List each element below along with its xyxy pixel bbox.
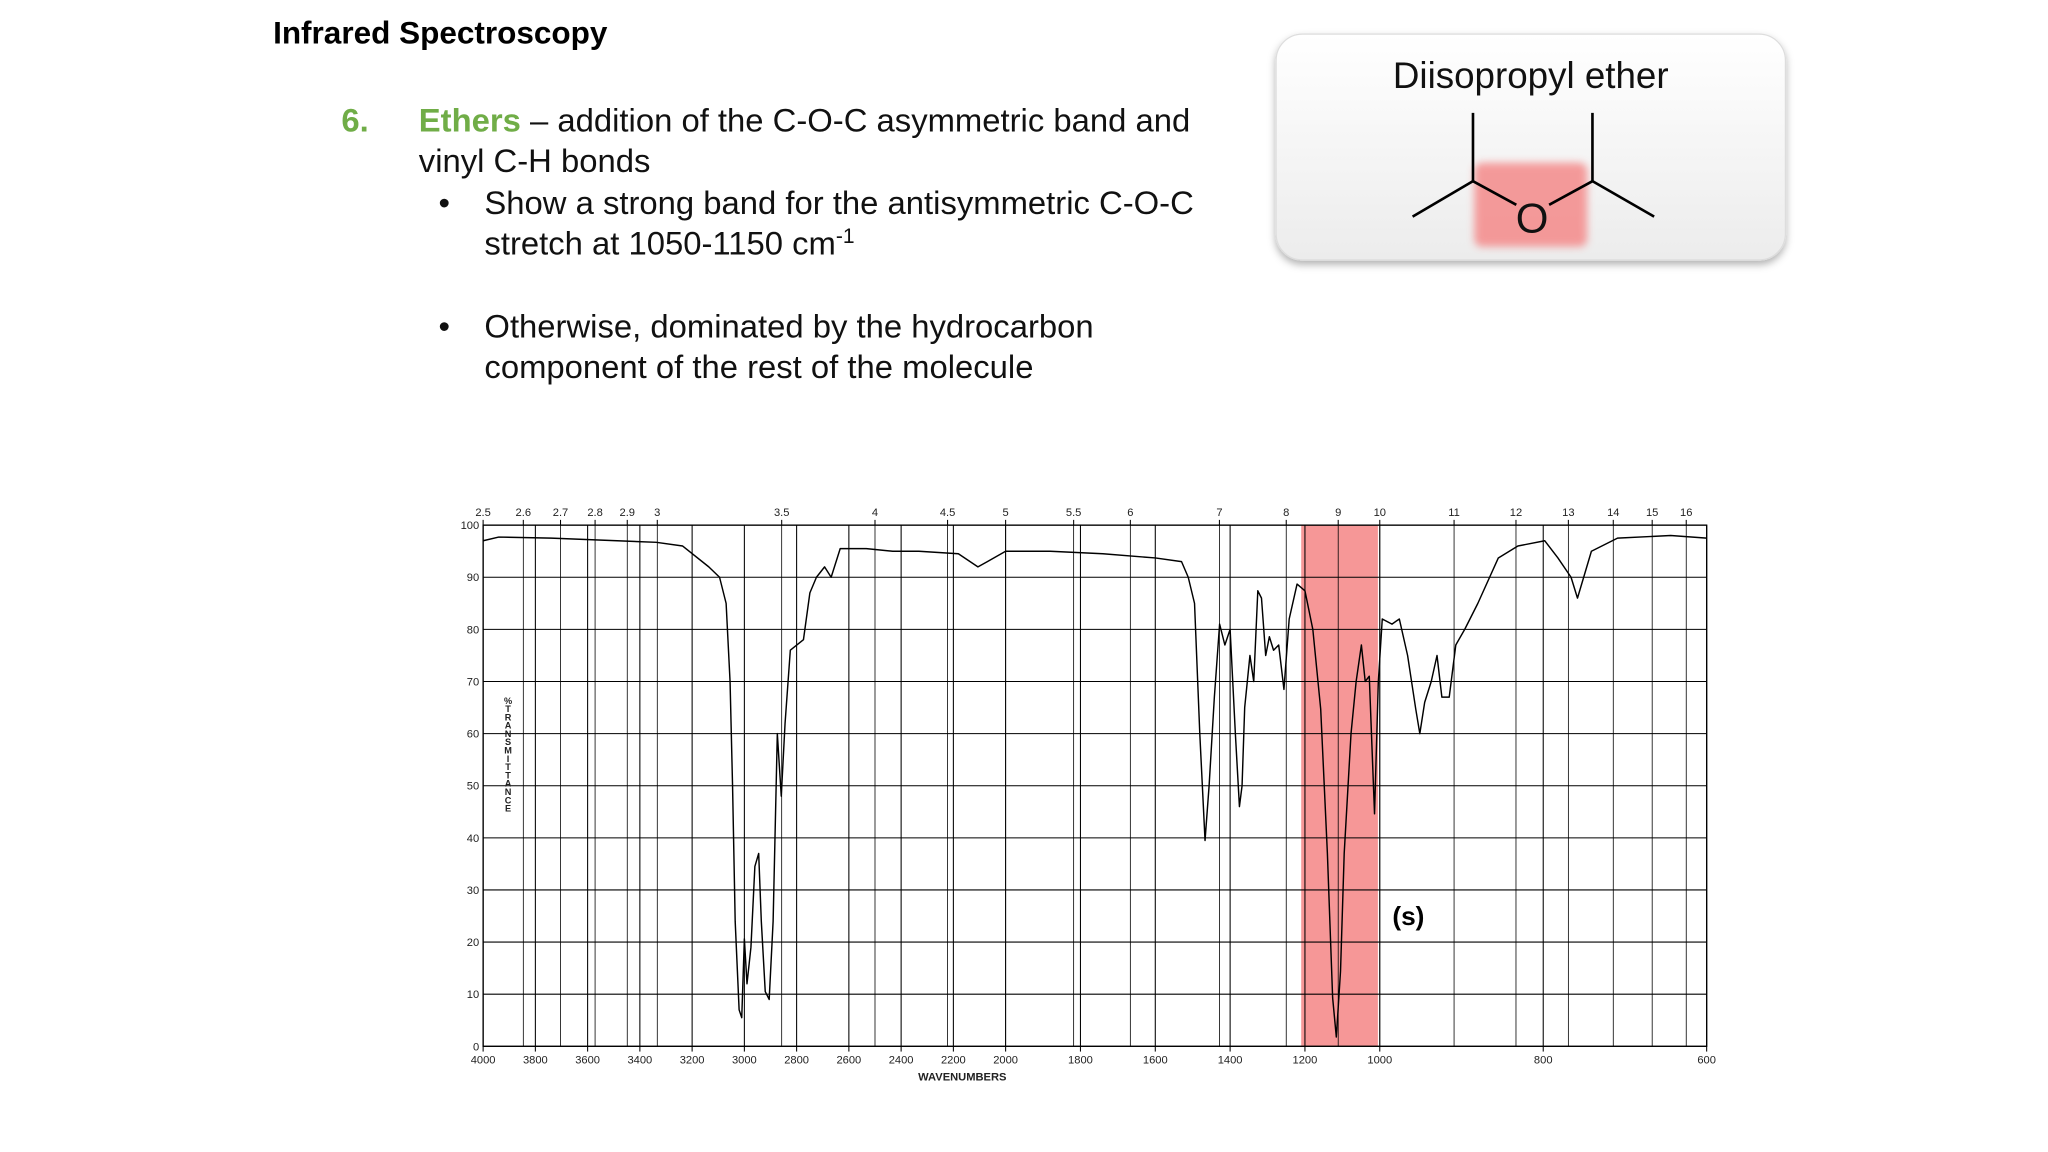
x2-tick-label: 2.5 bbox=[475, 507, 491, 519]
x2-tick-label: 4 bbox=[872, 507, 878, 519]
x2-tick-label: 3 bbox=[654, 507, 660, 519]
slide-title: Infrared Spectroscopy bbox=[273, 14, 608, 50]
y-tick-label: 70 bbox=[467, 676, 479, 688]
item-text-2: vinyl C-H bonds bbox=[419, 142, 651, 179]
x-tick-label: 2800 bbox=[784, 1054, 809, 1066]
x2-tick-label: 2.7 bbox=[553, 507, 569, 519]
card-bg bbox=[1275, 33, 1787, 261]
y-tick-label: 90 bbox=[467, 572, 479, 584]
superscript: -1 bbox=[836, 225, 855, 248]
x-tick-label: 3000 bbox=[732, 1054, 757, 1066]
y-tick-label: 0 bbox=[473, 1041, 479, 1053]
x-axis-label: WAVENUMBERS bbox=[918, 1071, 1006, 1083]
bonds bbox=[1411, 112, 1655, 218]
x-tick-label: 1000 bbox=[1367, 1054, 1392, 1066]
x2-tick-label: 8 bbox=[1283, 507, 1289, 519]
x2-tick-label: 11 bbox=[1448, 507, 1460, 519]
x-tick-label: 1600 bbox=[1143, 1054, 1168, 1066]
y-tick-label: 20 bbox=[467, 937, 479, 949]
x2-tick-label: 10 bbox=[1374, 507, 1386, 519]
y-tick-label: 30 bbox=[467, 885, 479, 897]
keyword: Ethers bbox=[419, 101, 521, 138]
bullet-text: component of the rest of the molecule bbox=[484, 348, 1033, 385]
x-tick-label: 2000 bbox=[993, 1054, 1018, 1066]
x2-tick-label: 14 bbox=[1607, 507, 1619, 519]
x2-tick-label: 2.8 bbox=[587, 507, 603, 519]
card-title: Diisopropyl ether bbox=[1393, 55, 1669, 96]
y-tick-label: 50 bbox=[467, 781, 479, 793]
item-line: Ethers – addition of the C-O-C asymmetri… bbox=[419, 101, 1190, 138]
x-tick-label: 1400 bbox=[1218, 1054, 1243, 1066]
x2-tick-label: 12 bbox=[1510, 507, 1522, 519]
atom: O bbox=[1516, 194, 1549, 241]
x2-tick-label: 3.5 bbox=[774, 507, 790, 519]
y-tick-label: 80 bbox=[467, 624, 479, 636]
x-tick-label: 2600 bbox=[836, 1054, 861, 1066]
x2-tick-label: 5 bbox=[1003, 507, 1009, 519]
highlight bbox=[1474, 162, 1588, 247]
y-tick-label: 10 bbox=[467, 989, 479, 1001]
y-axis-label: %TRANSMITTANCE bbox=[503, 696, 513, 812]
x2-tick-label: 5.5 bbox=[1066, 507, 1082, 519]
spectrum-line bbox=[482, 534, 1707, 1038]
x-tick-label: 600 bbox=[1697, 1054, 1716, 1066]
x2-tick-label: 13 bbox=[1562, 507, 1574, 519]
x2-tick-label: 2.9 bbox=[620, 507, 636, 519]
x-tick-label: 4000 bbox=[471, 1054, 496, 1066]
bullet-dot: • bbox=[438, 307, 450, 344]
x-tick-label: 1200 bbox=[1293, 1054, 1318, 1066]
annotation: (s) bbox=[1392, 901, 1424, 931]
x2-tick-label: 15 bbox=[1646, 507, 1658, 519]
bullet-text: Otherwise, dominated by the hydrocarbon bbox=[484, 307, 1093, 344]
bullet-text: stretch at 1050-1150 cm-1 bbox=[484, 225, 854, 262]
x-tick-label: 1800 bbox=[1068, 1054, 1093, 1066]
y-tick-label: 100 bbox=[461, 520, 480, 532]
item-number: 6. bbox=[341, 101, 368, 138]
x-tick-label: 3200 bbox=[680, 1054, 705, 1066]
x-tick-label: 3400 bbox=[627, 1054, 652, 1066]
plot-frame bbox=[482, 524, 1708, 1047]
x2-tick-label: 2.6 bbox=[516, 507, 532, 519]
molecule-card: Diisopropyl ether O bbox=[1275, 33, 1787, 261]
x2-tick-label: 9 bbox=[1335, 507, 1341, 519]
x-tick-label: 2200 bbox=[941, 1054, 966, 1066]
x2-tick-label: 7 bbox=[1216, 507, 1222, 519]
x-tick-label: 3800 bbox=[523, 1054, 548, 1066]
bullet-dot: • bbox=[438, 184, 450, 221]
y-tick-label: 60 bbox=[467, 729, 479, 741]
bullet-text: Show a strong band for the antisymmetric… bbox=[484, 184, 1193, 221]
bullet-text: stretch at 1050-1150 cm bbox=[484, 225, 835, 262]
x2-tick-label: 6 bbox=[1127, 507, 1133, 519]
x-tick-label: 800 bbox=[1534, 1054, 1553, 1066]
x-tick-label: 3600 bbox=[575, 1054, 600, 1066]
x-tick-label: 2400 bbox=[889, 1054, 914, 1066]
x2-tick-label: 4.5 bbox=[940, 507, 956, 519]
y-tick-label: 40 bbox=[467, 833, 479, 845]
item-text: – addition of the C-O-C asymmetric band … bbox=[521, 101, 1190, 138]
x2-tick-label: 16 bbox=[1680, 507, 1692, 519]
